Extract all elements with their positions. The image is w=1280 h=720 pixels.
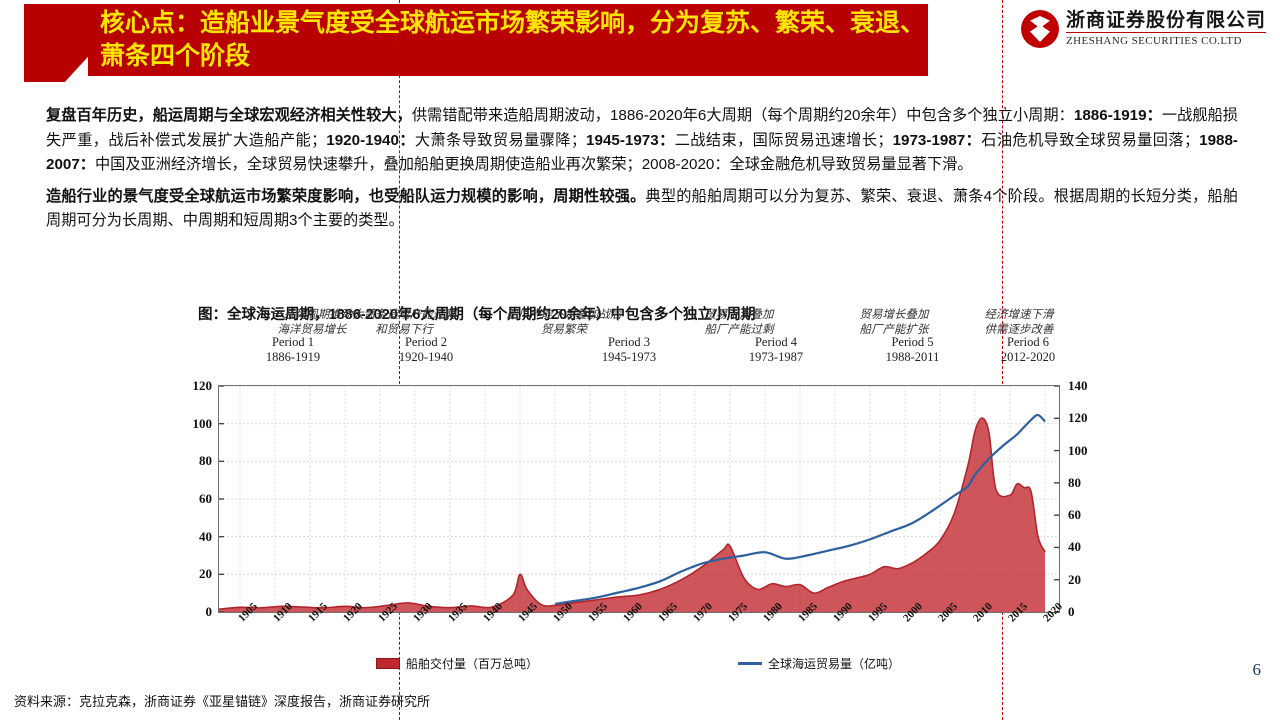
period-labels: Period 1 1886-1919 Period 2 1920-1940 Period… xyxy=(230,335,1096,373)
logo-divider xyxy=(1065,32,1266,33)
y2-axis-tick: 20 xyxy=(1068,571,1081,587)
y2-axis-tick: 0 xyxy=(1068,604,1075,619)
chart-svg xyxy=(219,386,1059,612)
y-axis-tick: 120 xyxy=(192,378,213,393)
legend-item-trade: 全球海运贸易量（亿吨） xyxy=(738,655,900,672)
guide-line-left xyxy=(399,0,400,720)
chart-annotation: 船厂产能不足叠加战后 贸易繁荣 xyxy=(506,309,622,336)
period-range: 1988-2011 xyxy=(885,350,940,364)
period-label: Period 1 1886-1919 xyxy=(248,335,338,365)
chart-legend: 船舶交付量（百万总吨） 全球海运贸易量（亿吨） xyxy=(218,655,1058,672)
period-range: 2012-2020 xyxy=(1000,350,1056,364)
page-number: 6 xyxy=(1252,660,1262,679)
y2-axis-tick: 100 xyxy=(1068,442,1088,458)
period-label: Period 5 1988-2011 xyxy=(868,335,958,365)
period-range: 1945-1973 xyxy=(601,350,657,364)
logo-company-name-cn: 浙商证券股份有限公司 xyxy=(1065,10,1266,31)
logo-text: 浙商证券股份有限公司 ZHESHANG SECURITIES CO.LTD xyxy=(1065,10,1266,47)
logo-company-name-en: ZHESHANG SECURITIES CO.LTD xyxy=(1065,35,1242,47)
chart-annotation: 大萧条造成产能过剩 和贸易下行 xyxy=(352,309,456,336)
y-axis-tick: 0 xyxy=(205,604,213,619)
y-axis-tick: 20 xyxy=(199,566,212,582)
y-axis-tick: 100 xyxy=(192,415,213,431)
figure-container: 图：全球海运周期，1886-2020年6大周期（每个周期约20余年）中包含多个独… xyxy=(193,303,1096,693)
zheshang-logo-icon xyxy=(1020,10,1059,48)
period-range: 1973-1987 xyxy=(748,350,804,364)
body-text-block: 复盘百年历史，船运周期与全球宏观经济相关性较大，供需错配带来造船周期波动，188… xyxy=(46,104,1238,234)
legend-label-deliveries: 船舶交付量（百万总吨） xyxy=(405,657,538,671)
header-banner xyxy=(88,4,928,76)
legend-label-trade: 全球海运贸易量（亿吨） xyxy=(768,657,901,671)
page-title: 核心点：造船业景气度受全球航运市场繁荣影响，分为复苏、繁荣、衰退、萧条四个阶段 xyxy=(100,9,926,70)
guide-line-right xyxy=(1002,0,1003,720)
y2-axis-tick: 120 xyxy=(1068,410,1088,426)
period-label: Period 6 2012-2020 xyxy=(983,335,1073,365)
chart-annotation: 一系列周期推动 海洋贸易增长 xyxy=(271,309,353,336)
legend-swatch-red xyxy=(375,658,400,669)
period-name: Period 3 xyxy=(607,335,650,349)
period-name: Period 4 xyxy=(754,335,797,349)
company-logo: 浙商证券股份有限公司 ZHESHANG SECURITIES CO.LTD xyxy=(1020,10,1266,48)
header-accent-shape xyxy=(24,4,92,82)
period-range: 1920-1940 xyxy=(398,350,454,364)
period-name: Period 5 xyxy=(891,335,934,349)
period-label: Period 3 1945-1973 xyxy=(584,335,674,365)
chart-annotation: 贸易增长叠加 船厂产能扩张 xyxy=(859,309,929,336)
legend-swatch-blue xyxy=(738,662,762,665)
y2-axis-tick: 80 xyxy=(1068,474,1081,490)
y-axis-tick: 80 xyxy=(199,453,212,469)
slide-header: 核心点：造船业景气度受全球航运市场繁荣影响，分为复苏、繁荣、衰退、萧条四个阶段 … xyxy=(0,0,1280,88)
source-note: 资料来源：克拉克森，浙商证券《亚星锚链》深度报告，浙商证券研究所 xyxy=(14,694,431,709)
legend-item-deliveries: 船舶交付量（百万总吨） xyxy=(375,655,538,672)
y-axis-tick: 60 xyxy=(199,491,212,506)
period-label: Period 4 1973-1987 xyxy=(731,335,821,365)
paragraph-1: 复盘百年历史，船运周期与全球宏观经济相关性较大，供需错配带来造船周期波动，188… xyxy=(46,107,1238,174)
y2-axis-tick: 140 xyxy=(1068,378,1088,393)
chart-annotation: 贸易下滑叠加 船厂产能过剩 xyxy=(704,309,774,336)
period-range: 1886-1919 xyxy=(265,350,321,364)
y-axis-tick: 40 xyxy=(199,528,212,544)
chart-annotation: 经济增速下滑 供需逐步改善 xyxy=(984,309,1054,336)
period-name: Period 6 xyxy=(1006,335,1049,349)
period-name: Period 2 xyxy=(404,335,447,349)
paragraph-2: 造船行业的景气度受全球航运市场繁荣度影响，也受船队运力规模的影响，周期性较强。典… xyxy=(46,187,1239,230)
period-name: Period 1 xyxy=(271,335,314,349)
period-label: Period 2 1920-1940 xyxy=(381,335,471,365)
figure-title: 图：全球海运周期，1886-2020年6大周期（每个周期约20余年）中包含多个独… xyxy=(198,307,756,323)
y2-axis-tick: 40 xyxy=(1068,539,1081,555)
y2-axis-tick: 60 xyxy=(1068,507,1081,523)
chart-plot-area: 0 20 40 60 80 100 120 0 20 40 60 80 100 120 140 1905 191… xyxy=(193,309,1088,624)
